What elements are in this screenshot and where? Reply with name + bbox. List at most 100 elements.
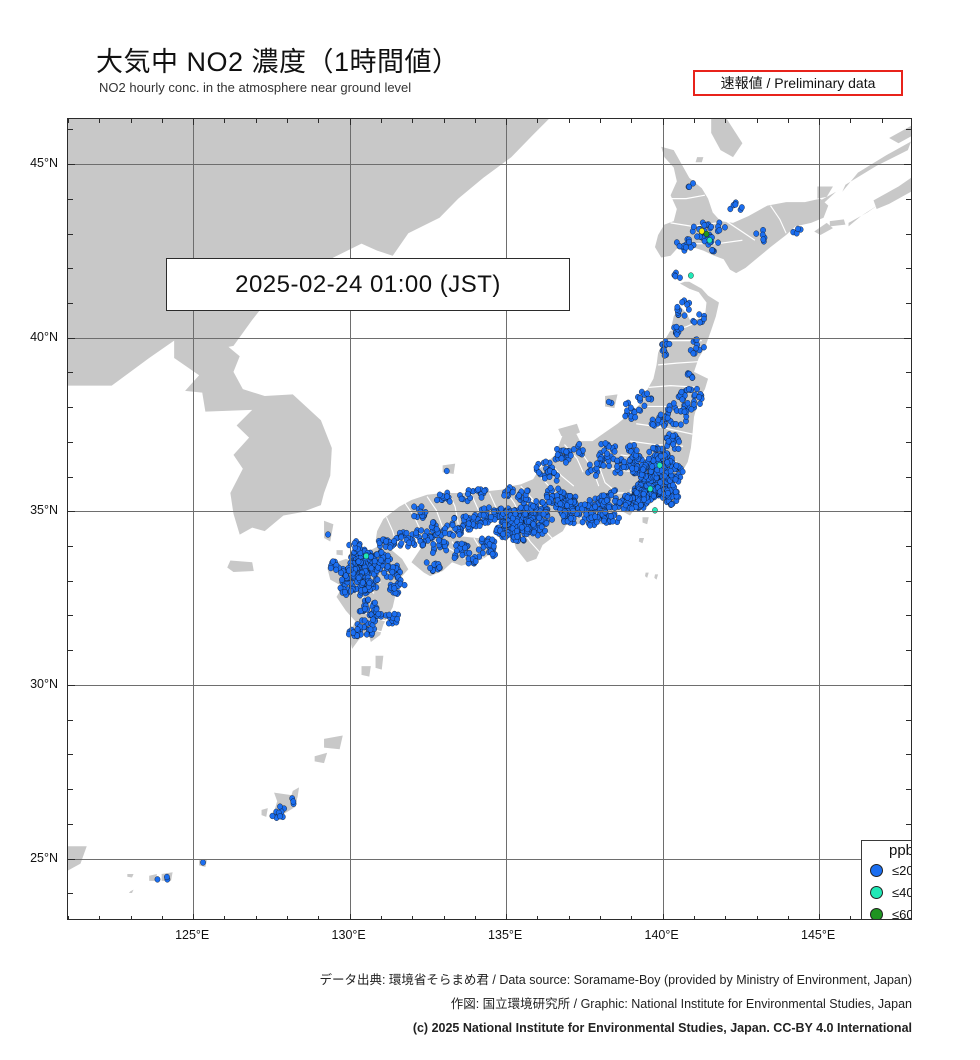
observation-point[interactable]: [679, 299, 685, 306]
observation-point[interactable]: [688, 272, 694, 279]
observation-point[interactable]: [554, 451, 561, 458]
observation-point[interactable]: [685, 385, 692, 393]
observation-point[interactable]: [200, 859, 206, 866]
observation-point[interactable]: [676, 243, 683, 250]
observation-point[interactable]: [701, 315, 707, 323]
observation-point[interactable]: [551, 469, 557, 476]
observation-point[interactable]: [604, 450, 610, 457]
observation-point[interactable]: [328, 564, 334, 572]
observation-point[interactable]: [640, 490, 647, 498]
observation-point[interactable]: [465, 490, 471, 498]
observation-point[interactable]: [576, 441, 583, 448]
observation-point[interactable]: [436, 537, 442, 544]
observation-point[interactable]: [524, 487, 530, 494]
observation-point[interactable]: [451, 515, 457, 522]
observation-point[interactable]: [479, 549, 486, 557]
observation-point[interactable]: [446, 498, 453, 505]
observation-point[interactable]: [673, 323, 680, 331]
observation-point[interactable]: [450, 532, 457, 539]
observation-point[interactable]: [706, 237, 713, 244]
observation-point[interactable]: [501, 521, 508, 529]
observation-point[interactable]: [524, 525, 531, 533]
observation-point[interactable]: [593, 518, 600, 526]
observation-point[interactable]: [389, 568, 396, 576]
observation-point[interactable]: [533, 498, 540, 505]
observation-point[interactable]: [362, 586, 368, 593]
observation-point[interactable]: [678, 325, 685, 332]
observation-point[interactable]: [686, 306, 692, 313]
observation-point[interactable]: [342, 588, 348, 596]
observation-point[interactable]: [479, 535, 485, 542]
observation-point[interactable]: [330, 558, 336, 565]
observation-point[interactable]: [632, 414, 639, 421]
observation-point[interactable]: [644, 390, 650, 397]
observation-point[interactable]: [500, 530, 506, 538]
observation-point[interactable]: [555, 485, 562, 492]
observation-point[interactable]: [547, 484, 554, 492]
observation-point[interactable]: [567, 515, 574, 522]
observation-point[interactable]: [536, 514, 543, 522]
observation-point[interactable]: [542, 527, 548, 535]
observation-point[interactable]: [691, 319, 698, 326]
observation-point[interactable]: [365, 596, 372, 603]
observation-point[interactable]: [665, 489, 671, 497]
observation-point[interactable]: [560, 512, 567, 519]
observation-point[interactable]: [462, 513, 469, 520]
observation-point[interactable]: [600, 462, 607, 469]
observation-point[interactable]: [681, 408, 688, 415]
observation-point[interactable]: [593, 460, 600, 467]
observation-point[interactable]: [606, 504, 612, 511]
observation-point[interactable]: [593, 472, 599, 479]
observation-point[interactable]: [646, 448, 653, 456]
observation-point[interactable]: [164, 873, 170, 881]
observation-point[interactable]: [542, 458, 549, 465]
observation-point[interactable]: [333, 566, 339, 573]
observation-point[interactable]: [514, 527, 520, 535]
observation-point[interactable]: [549, 516, 555, 523]
observation-point[interactable]: [512, 510, 519, 518]
observation-point[interactable]: [670, 400, 677, 407]
observation-point[interactable]: [354, 632, 360, 639]
observation-point[interactable]: [489, 550, 496, 558]
observation-point[interactable]: [430, 549, 436, 556]
observation-point[interactable]: [686, 183, 693, 190]
observation-point[interactable]: [716, 227, 723, 234]
observation-point[interactable]: [443, 467, 450, 475]
observation-point[interactable]: [614, 463, 620, 470]
map-plot-area[interactable]: 2025-02-24 01:00 (JST) ppb ≤20≤40≤60≤100…: [67, 118, 912, 920]
observation-point[interactable]: [277, 813, 283, 820]
observation-point[interactable]: [564, 502, 570, 509]
observation-point[interactable]: [701, 222, 708, 229]
observation-point[interactable]: [646, 455, 652, 462]
observation-point[interactable]: [453, 547, 460, 555]
observation-point[interactable]: [385, 552, 391, 559]
observation-point[interactable]: [722, 224, 728, 231]
observation-point[interactable]: [690, 401, 697, 408]
observation-point[interactable]: [367, 626, 374, 633]
observation-point[interactable]: [633, 447, 640, 454]
observation-point[interactable]: [370, 616, 376, 623]
observation-point[interactable]: [670, 481, 676, 489]
observation-point[interactable]: [739, 204, 745, 211]
observation-point[interactable]: [456, 531, 463, 538]
observation-point[interactable]: [531, 529, 537, 536]
observation-point[interactable]: [543, 520, 550, 527]
observation-point[interactable]: [462, 544, 468, 551]
observation-point[interactable]: [627, 404, 634, 411]
observation-point[interactable]: [342, 572, 349, 579]
observation-point[interactable]: [411, 512, 417, 520]
observation-point[interactable]: [394, 616, 401, 623]
observation-point[interactable]: [371, 557, 378, 565]
observation-point[interactable]: [421, 532, 428, 540]
observation-point[interactable]: [430, 541, 437, 548]
observation-point[interactable]: [568, 452, 574, 459]
observation-point[interactable]: [650, 492, 657, 500]
observation-point[interactable]: [546, 499, 552, 506]
observation-point[interactable]: [694, 385, 700, 393]
observation-point[interactable]: [509, 489, 516, 496]
observation-point[interactable]: [366, 579, 373, 587]
observation-point[interactable]: [604, 497, 610, 504]
observation-point[interactable]: [673, 462, 680, 469]
observation-point[interactable]: [359, 579, 366, 586]
observation-point[interactable]: [411, 503, 417, 510]
